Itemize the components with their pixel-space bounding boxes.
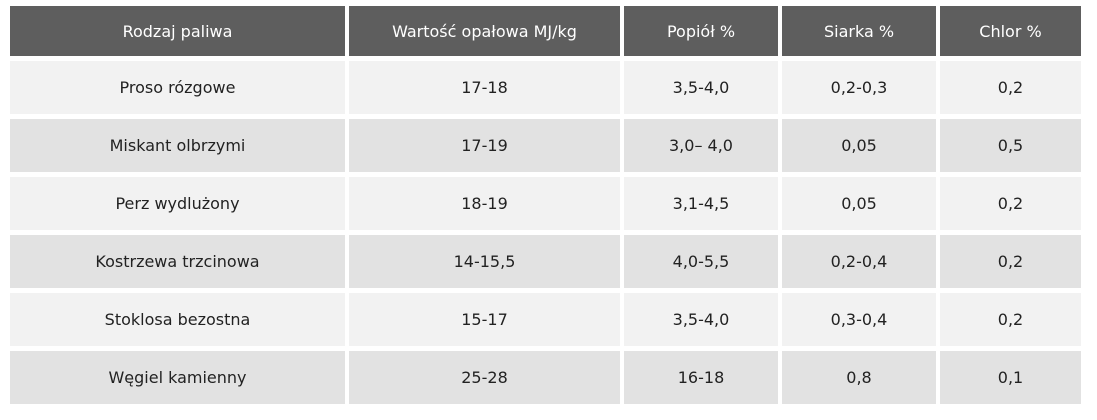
header-sulfur: Siarka % — [782, 6, 936, 56]
table-row: Perz wydlużony 18-19 3,1-4,5 0,05 0,2 — [10, 177, 1081, 230]
cell-calorific-value: 17-18 — [349, 61, 620, 114]
cell-ash: 3,5-4,0 — [624, 61, 778, 114]
cell-ash: 3,5-4,0 — [624, 293, 778, 346]
cell-chlorine: 0,2 — [940, 177, 1081, 230]
cell-chlorine: 0,2 — [940, 235, 1081, 288]
cell-ash: 3,1-4,5 — [624, 177, 778, 230]
cell-fuel-type: Perz wydlużony — [10, 177, 345, 230]
cell-fuel-type: Kostrzewa trzcinowa — [10, 235, 345, 288]
cell-fuel-type: Węgiel kamienny — [10, 351, 345, 404]
header-calorific-value: Wartość opałowa MJ/kg — [349, 6, 620, 56]
cell-calorific-value: 17-19 — [349, 119, 620, 172]
fuel-properties-table: Rodzaj paliwa Wartość opałowa MJ/kg Popi… — [6, 1, 1085, 409]
cell-ash: 16-18 — [624, 351, 778, 404]
cell-chlorine: 0,1 — [940, 351, 1081, 404]
cell-calorific-value: 14-15,5 — [349, 235, 620, 288]
table-row: Węgiel kamienny 25-28 16-18 0,8 0,1 — [10, 351, 1081, 404]
table-row: Miskant olbrzymi 17-19 3,0– 4,0 0,05 0,5 — [10, 119, 1081, 172]
fuel-properties-table-container: Rodzaj paliwa Wartość opałowa MJ/kg Popi… — [10, 6, 1089, 404]
cell-sulfur: 0,05 — [782, 119, 936, 172]
cell-ash: 3,0– 4,0 — [624, 119, 778, 172]
cell-fuel-type: Miskant olbrzymi — [10, 119, 345, 172]
table-row: Proso rózgowe 17-18 3,5-4,0 0,2-0,3 0,2 — [10, 61, 1081, 114]
table-header-row: Rodzaj paliwa Wartość opałowa MJ/kg Popi… — [10, 6, 1081, 56]
cell-sulfur: 0,2-0,3 — [782, 61, 936, 114]
cell-chlorine: 0,2 — [940, 293, 1081, 346]
cell-fuel-type: Proso rózgowe — [10, 61, 345, 114]
header-chlorine: Chlor % — [940, 6, 1081, 56]
cell-sulfur: 0,3-0,4 — [782, 293, 936, 346]
cell-sulfur: 0,2-0,4 — [782, 235, 936, 288]
header-ash: Popiół % — [624, 6, 778, 56]
cell-sulfur: 0,8 — [782, 351, 936, 404]
cell-calorific-value: 25-28 — [349, 351, 620, 404]
table-row: Kostrzewa trzcinowa 14-15,5 4,0-5,5 0,2-… — [10, 235, 1081, 288]
cell-fuel-type: Stoklosa bezostna — [10, 293, 345, 346]
header-fuel-type: Rodzaj paliwa — [10, 6, 345, 56]
cell-calorific-value: 18-19 — [349, 177, 620, 230]
cell-calorific-value: 15-17 — [349, 293, 620, 346]
cell-ash: 4,0-5,5 — [624, 235, 778, 288]
cell-chlorine: 0,5 — [940, 119, 1081, 172]
cell-sulfur: 0,05 — [782, 177, 936, 230]
cell-chlorine: 0,2 — [940, 61, 1081, 114]
table-row: Stoklosa bezostna 15-17 3,5-4,0 0,3-0,4 … — [10, 293, 1081, 346]
